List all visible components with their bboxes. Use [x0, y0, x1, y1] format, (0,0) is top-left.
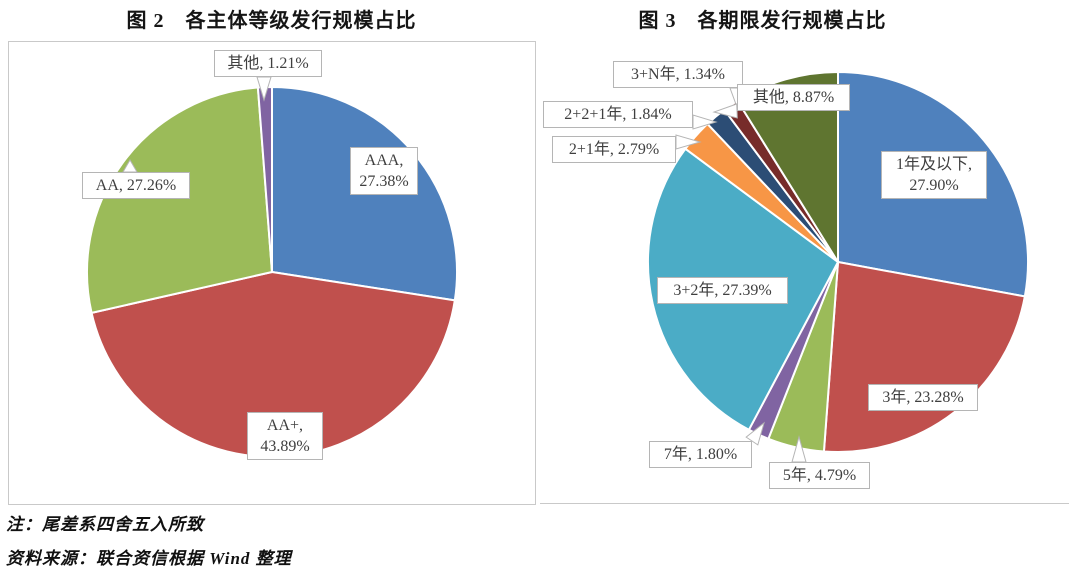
- pie-label-3+2年: 3+2年, 27.39%: [657, 277, 788, 305]
- callout-pointer: [745, 421, 765, 446]
- figure-2-title: 图 2 各主体等级发行规模占比: [126, 10, 417, 32]
- pie-slice-3年: [822, 261, 1026, 453]
- callout-pointer: [692, 114, 718, 130]
- pie-label-2+1年: 2+1年, 2.79%: [552, 136, 676, 164]
- pie-label-2+2+1年: 2+2+1年, 1.84%: [543, 101, 693, 129]
- pie-label-AA+: AA+, 43.89%: [247, 412, 323, 461]
- pie-label-1年及以下: 1年及以下, 27.90%: [881, 151, 987, 200]
- source-note: 资料来源：联合资信根据 Wind 整理: [6, 549, 292, 568]
- pie-label-7年: 7年, 1.80%: [649, 441, 752, 469]
- pie-label-3年: 3年, 23.28%: [868, 384, 978, 412]
- figure-3-title: 图 3 各期限发行规模占比: [638, 10, 887, 32]
- callout-pointer: [675, 134, 702, 150]
- pie-label-其他: 其他, 8.87%: [737, 84, 850, 112]
- pie-label-AA: AA, 27.26%: [82, 172, 190, 200]
- footnote: 注：尾差系四舍五入所致: [6, 515, 204, 534]
- pie-slice-AA: [86, 86, 273, 314]
- pie-label-其他: 其他, 1.21%: [214, 50, 322, 78]
- pie-label-AAA: AAA, 27.38%: [350, 147, 418, 196]
- pie-label-3+N年: 3+N年, 1.34%: [613, 61, 743, 89]
- pie-label-5年: 5年, 4.79%: [769, 462, 870, 490]
